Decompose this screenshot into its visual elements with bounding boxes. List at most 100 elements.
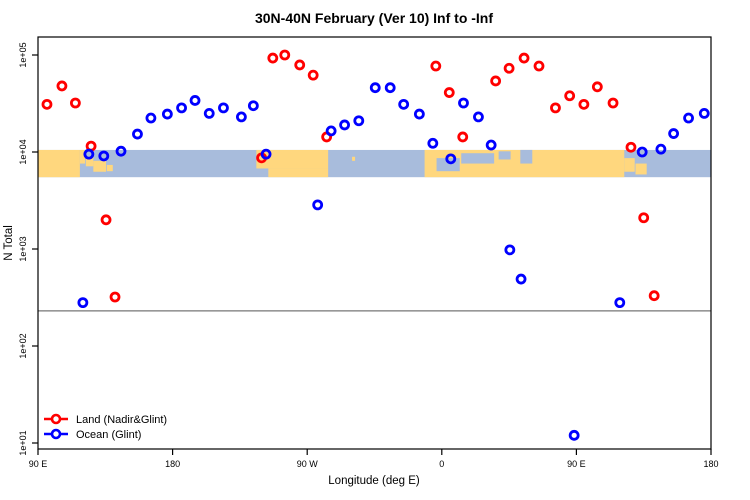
data-point-land — [648, 290, 660, 302]
data-point-ocean — [218, 102, 229, 114]
map-sea-patch — [520, 149, 533, 164]
data-point-ocean — [235, 111, 247, 123]
data-point-ocean — [655, 143, 667, 155]
data-point-land — [550, 102, 561, 114]
data-point-ocean — [504, 244, 516, 256]
data-point-ocean — [115, 145, 127, 157]
data-point-ocean — [247, 100, 259, 112]
data-point-ocean — [473, 111, 484, 123]
data-point-ocean — [325, 125, 337, 137]
data-point-land — [279, 49, 291, 61]
data-point-ocean — [98, 150, 110, 162]
data-point-ocean — [515, 273, 527, 285]
data-point-land — [294, 59, 306, 71]
legend-item-ocean: Ocean (Glint) — [44, 428, 141, 441]
y-tick-label: 1e+04 — [18, 139, 28, 164]
map-land-segment — [79, 149, 86, 164]
data-point-ocean — [445, 153, 457, 165]
data-point-ocean — [77, 297, 89, 309]
data-point-land — [457, 131, 469, 143]
data-point-land — [533, 60, 545, 72]
data-point-land — [41, 98, 53, 110]
x-tick-label: 0 — [439, 459, 444, 469]
data-point-ocean — [614, 297, 626, 309]
data-point-land — [430, 60, 442, 72]
data-point-land — [564, 90, 576, 102]
map-sea-patch — [461, 153, 495, 164]
data-points-layer — [41, 49, 710, 441]
x-tick-label: 90 E — [29, 459, 48, 469]
map-land-segment — [38, 149, 80, 178]
y-tick-label: 1e+01 — [18, 430, 28, 455]
map-land-segment — [268, 168, 329, 178]
data-point-land — [518, 52, 530, 64]
data-point-land — [443, 87, 455, 98]
data-point-ocean — [312, 199, 324, 211]
x-axis-title: Longitude (deg E) — [328, 475, 420, 487]
legend-item-land: Land (Nadir&Glint) — [44, 413, 167, 426]
data-point-land — [490, 75, 502, 87]
data-point-ocean — [458, 97, 469, 109]
y-axis-title: N Total — [3, 225, 15, 261]
y-tick-label: 1e+03 — [18, 236, 28, 261]
legend-ocean-marker-icon — [50, 428, 62, 440]
map-land-segment — [352, 156, 356, 161]
axis-ticks-layer: 90 E 180 90 W 0 90 E 180 1e+05 1e+04 1e+03 1e+02 1… — [18, 42, 719, 469]
data-point-land — [503, 62, 515, 74]
data-point-ocean — [339, 119, 350, 131]
data-point-ocean — [145, 112, 157, 124]
data-point-ocean — [668, 128, 680, 139]
data-point-land — [578, 98, 590, 110]
data-point-ocean — [260, 148, 272, 160]
data-point-ocean — [413, 108, 425, 120]
map-land-segment — [256, 149, 329, 169]
y-tick-label: 1e+02 — [18, 333, 28, 358]
data-point-land — [109, 291, 121, 303]
x-tick-label: 90 W — [297, 459, 319, 469]
data-point-ocean — [369, 82, 381, 94]
x-tick-label: 180 — [703, 459, 718, 469]
map-land-segment — [624, 158, 635, 172]
data-point-ocean — [132, 128, 143, 140]
data-point-ocean — [83, 148, 95, 160]
map-land-segment — [85, 156, 94, 167]
legend: Land (Nadir&Glint) Ocean (Glint) — [44, 413, 167, 441]
data-point-land — [591, 81, 603, 93]
data-point-ocean — [636, 146, 648, 158]
y-tick-label: 1e+05 — [18, 42, 28, 67]
data-point-ocean — [568, 429, 580, 441]
map-sea-patch — [498, 151, 511, 160]
map-land-segment — [93, 160, 107, 172]
data-point-ocean — [203, 107, 215, 119]
data-point-ocean — [398, 98, 410, 110]
x-tick-label: 90 E — [567, 459, 586, 469]
data-point-land — [69, 97, 81, 109]
data-point-land — [638, 212, 650, 224]
legend-land-label: Land (Nadir&Glint) — [76, 414, 167, 426]
plot-border — [37, 36, 712, 450]
data-point-ocean — [683, 112, 694, 124]
data-point-ocean — [384, 82, 396, 94]
world-map-band — [38, 149, 711, 178]
legend-ocean-label: Ocean (Glint) — [76, 429, 141, 441]
chart-title: 30N-40N February (Ver 10) Inf to -Inf — [255, 10, 493, 26]
data-point-ocean — [189, 95, 201, 106]
x-tick-label: 180 — [165, 459, 180, 469]
legend-land-marker-icon — [50, 413, 62, 425]
data-point-land — [56, 80, 68, 92]
data-point-land — [625, 141, 637, 153]
data-point-land — [607, 97, 619, 109]
data-point-ocean — [698, 107, 710, 119]
data-point-ocean — [176, 102, 187, 114]
data-point-land — [307, 69, 319, 81]
data-point-land — [100, 214, 112, 226]
map-land-segment — [635, 163, 647, 175]
data-point-ocean — [485, 139, 497, 151]
data-point-ocean — [427, 137, 439, 149]
data-point-ocean — [161, 108, 173, 120]
map-land-segment — [106, 164, 113, 172]
data-point-ocean — [353, 115, 365, 127]
data-point-land — [267, 52, 279, 64]
